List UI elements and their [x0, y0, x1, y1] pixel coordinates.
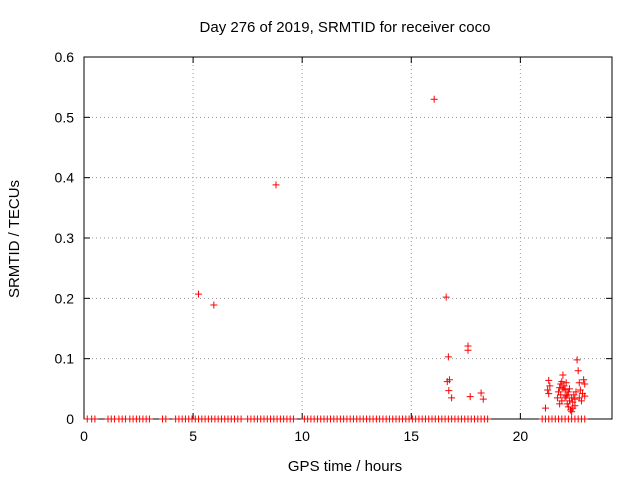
data-point — [556, 400, 564, 408]
grid-lines — [84, 57, 612, 419]
data-point — [272, 181, 280, 189]
data-point — [479, 395, 487, 403]
x-tick-label: 5 — [189, 428, 197, 444]
data-point — [573, 356, 581, 364]
y-tick-label: 0.1 — [55, 351, 75, 367]
data-point — [572, 388, 580, 396]
data-point — [553, 394, 561, 402]
data-point — [210, 301, 218, 309]
data-point — [569, 404, 577, 412]
y-tick-label: 0.4 — [55, 170, 75, 186]
data-point — [574, 367, 582, 375]
data-point — [444, 353, 452, 361]
data-points — [83, 95, 589, 423]
data-point — [559, 385, 567, 393]
data-point — [464, 346, 472, 354]
data-point — [568, 408, 576, 416]
x-axis-label: GPS time / hours — [288, 458, 402, 475]
data-point — [477, 389, 485, 397]
chart-title: Day 276 of 2019, SRMTID for receiver coc… — [200, 19, 491, 36]
y-tick-label: 0.6 — [55, 49, 75, 65]
data-point — [546, 382, 554, 390]
data-point — [581, 415, 589, 423]
data-point — [571, 395, 579, 403]
data-point — [545, 390, 553, 398]
y-tick-label: 0.5 — [55, 109, 75, 125]
x-tick-label: 20 — [513, 428, 529, 444]
data-point — [557, 391, 565, 399]
data-point — [577, 397, 585, 405]
data-point — [575, 379, 583, 387]
data-point — [576, 386, 584, 394]
data-point — [442, 293, 450, 301]
y-axis-label: SRMTID / TECUs — [6, 180, 23, 298]
data-point — [545, 376, 553, 384]
data-point — [562, 379, 570, 387]
y-tick-label: 0 — [66, 411, 74, 427]
data-point — [580, 376, 588, 384]
data-point — [466, 393, 474, 401]
data-point — [445, 376, 453, 384]
data-point — [581, 380, 589, 388]
data-point — [562, 392, 570, 400]
data-point — [581, 392, 589, 400]
data-point — [558, 378, 566, 386]
x-tick-label: 15 — [403, 428, 419, 444]
data-point — [484, 415, 492, 423]
data-point — [91, 415, 99, 423]
data-point — [563, 391, 571, 399]
data-point — [564, 388, 572, 396]
data-point — [541, 404, 549, 412]
x-tick-label: 0 — [80, 428, 88, 444]
x-tick-label: 10 — [294, 428, 310, 444]
data-point — [445, 387, 453, 395]
data-point — [195, 290, 203, 298]
data-point — [237, 415, 245, 423]
y-tick-label: 0.3 — [55, 230, 75, 246]
data-point — [145, 415, 153, 423]
data-point — [544, 386, 552, 394]
data-point — [289, 415, 297, 423]
y-tick-label: 0.2 — [55, 290, 75, 306]
data-point — [448, 394, 456, 402]
data-point — [430, 95, 438, 103]
data-point — [559, 371, 567, 379]
data-point — [565, 385, 573, 393]
data-point — [162, 415, 170, 423]
axis-ticks: 0 5 10 15 20 0 0.1 0.2 0.3 0.4 0.5 0.6 — [55, 49, 612, 444]
data-point — [556, 384, 564, 392]
